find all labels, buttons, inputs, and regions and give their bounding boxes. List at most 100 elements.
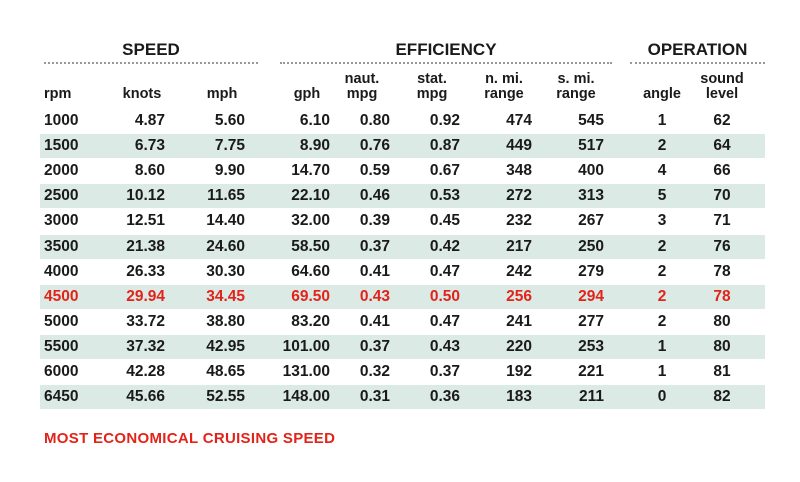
- table-cell: 0.59: [359, 162, 390, 180]
- table-cell: 0.43: [429, 337, 460, 355]
- column-header-line: range: [484, 86, 524, 102]
- table-row: 2000 8.60 9.90 14.70 0.59 0.67 348 400 4 66: [40, 159, 765, 183]
- table-cell: 64: [713, 137, 731, 155]
- table-cell: 0.46: [359, 187, 390, 205]
- column-header-line: mph: [206, 86, 238, 102]
- table-cell: 517: [578, 137, 604, 155]
- column-header: knots: [115, 68, 169, 102]
- table-row: 6450 45.66 52.55 148.00 0.31 0.36 183 211 0 82: [40, 385, 765, 410]
- table-cell: 24.60: [206, 237, 245, 255]
- column-header-line: mpg: [346, 86, 378, 102]
- table-cell: 242: [506, 262, 532, 280]
- table-cell: 0.36: [429, 388, 460, 406]
- table-cell: 83.20: [291, 312, 330, 330]
- table-row: 5000 33.72 38.80 83.20 0.41 0.47 241 277 2 80: [40, 310, 765, 334]
- table-cell: 2: [657, 237, 667, 255]
- table-row: 1500 6.73 7.75 8.90 0.76 0.87 449 517 2 64: [40, 134, 765, 159]
- table-cell: 1500: [44, 137, 79, 155]
- table-cell: 0.37: [359, 337, 390, 355]
- table-row: 6000 42.28 48.65 131.00 0.32 0.37 192 221 1 81: [40, 360, 765, 384]
- column-header-line: stat.: [417, 71, 447, 87]
- table-cell: 34.45: [206, 287, 245, 305]
- table-row: 4500 29.94 34.45 69.50 0.43 0.50 256 294 2 78: [40, 284, 765, 309]
- table-cell: 3: [657, 212, 667, 230]
- table-cell: 26.33: [126, 262, 165, 280]
- table-cell: 0.42: [429, 237, 460, 255]
- table-row: 5500 37.32 42.95 101.00 0.37 0.43 220 253 1 80: [40, 334, 765, 359]
- column-header-line: naut.: [344, 71, 380, 87]
- table-cell: 4.87: [134, 112, 165, 129]
- table-cell: 82: [713, 388, 731, 406]
- table-cell: 0.47: [429, 312, 460, 330]
- table-cell: 0.76: [359, 137, 390, 155]
- table-cell: 449: [506, 137, 532, 155]
- column-header-line: sound: [700, 71, 744, 87]
- table-cell: 80: [713, 312, 731, 330]
- table-cell: 253: [578, 337, 604, 355]
- footnote: MOST ECONOMICAL CRUISING SPEED: [44, 430, 336, 447]
- table-cell: 279: [578, 262, 604, 280]
- column-header-line: n. mi.: [485, 71, 523, 87]
- table-cell: 183: [506, 388, 532, 406]
- table-cell: 0.50: [429, 287, 460, 305]
- table-cell: 0.67: [429, 162, 460, 180]
- group-header: SPEED: [122, 40, 180, 59]
- table-cell: 0.37: [429, 363, 460, 380]
- group-header: EFFICIENCY: [395, 40, 497, 59]
- table-cell: 1000: [44, 112, 79, 129]
- table-cell: 8.60: [134, 162, 165, 180]
- table-cell: 33.72: [126, 312, 165, 330]
- table-cell: 294: [578, 287, 604, 305]
- group-rule: [630, 62, 765, 64]
- table-cell: 78: [713, 287, 731, 305]
- table-cell: 14.40: [206, 212, 245, 230]
- table-cell: 45.66: [126, 388, 165, 406]
- table-cell: 42.95: [206, 337, 245, 355]
- column-header: gph: [280, 68, 334, 102]
- table-cell: 10.12: [126, 187, 165, 205]
- table-cell: 0.87: [429, 137, 460, 155]
- table-cell: 4500: [44, 287, 79, 305]
- table-cell: 76: [713, 237, 731, 255]
- table-cell: 0.43: [359, 287, 390, 305]
- column-header: rpm: [44, 68, 71, 102]
- table-row: 4000 26.33 30.30 64.60 0.41 0.47 242 279 2 78: [40, 260, 765, 284]
- table-cell: 11.65: [207, 187, 245, 205]
- table-cell: 0.41: [359, 262, 390, 280]
- column-header: mph: [195, 68, 249, 102]
- table-cell: 221: [578, 363, 604, 380]
- table-cell: 70: [713, 187, 731, 205]
- table-row: 3000 12.51 14.40 32.00 0.39 0.45 232 267 3 71: [40, 209, 765, 233]
- column-header-line: range: [556, 86, 596, 102]
- table-cell: 8.90: [299, 137, 330, 155]
- group-rule: [280, 62, 612, 64]
- table-cell: 62: [713, 112, 731, 129]
- table-cell: 192: [506, 363, 532, 380]
- table-cell: 2: [657, 312, 667, 330]
- table-cell: 32.00: [291, 212, 330, 230]
- column-header-line: gph: [293, 86, 321, 102]
- table-cell: 0.47: [429, 262, 460, 280]
- table-cell: 1: [657, 112, 667, 129]
- table-cell: 42.28: [126, 363, 165, 380]
- table-cell: 101.00: [282, 337, 330, 355]
- table-cell: 256: [506, 287, 532, 305]
- table-cell: 220: [506, 337, 532, 355]
- table-cell: 58.50: [291, 237, 330, 255]
- table-cell: 1: [657, 363, 667, 380]
- table-cell: 4: [657, 162, 667, 180]
- table-cell: 9.90: [214, 162, 245, 180]
- table-cell: 38.80: [206, 312, 245, 330]
- table-cell: 241: [506, 312, 532, 330]
- table-cell: 30.30: [206, 262, 245, 280]
- table-cell: 81: [713, 363, 731, 380]
- table-cell: 348: [506, 162, 532, 180]
- table-row: 2500 10.12 11.65 22.10 0.46 0.53 272 313 5 70: [40, 184, 765, 209]
- table-row: 3500 21.38 24.60 58.50 0.37 0.42 217 250 2 76: [40, 234, 765, 259]
- table-cell: 2: [657, 287, 667, 305]
- table-cell: 2000: [44, 162, 79, 180]
- table-cell: 1: [657, 337, 667, 355]
- table-cell: 131.00: [282, 363, 330, 380]
- table-cell: 272: [506, 187, 532, 205]
